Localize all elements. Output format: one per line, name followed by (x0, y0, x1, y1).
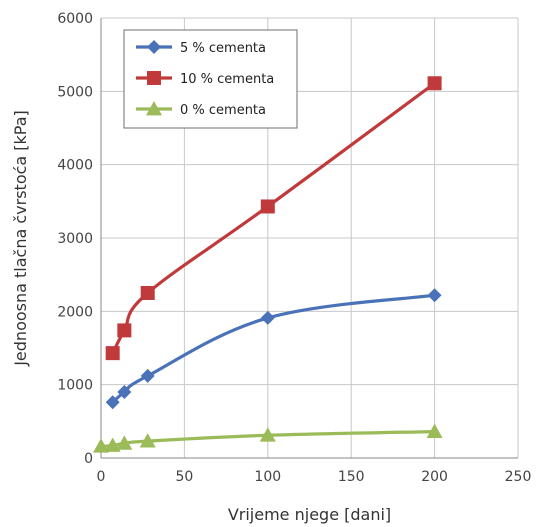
data-point (117, 323, 132, 338)
legend-item: 10 % cementa (136, 71, 274, 87)
data-point (139, 433, 156, 448)
y-tick-label: 6000 (57, 11, 93, 27)
legend-marker (147, 40, 161, 54)
legend-label: 10 % cementa (180, 72, 274, 87)
x-tick-label: 150 (338, 469, 365, 485)
data-point (117, 385, 132, 399)
data-point (116, 435, 133, 450)
data-point (140, 368, 155, 383)
legend: 5 % cementa 10 % cementa 0 % cementa (123, 29, 298, 129)
legend-item: 0 % cementa (136, 101, 266, 118)
y-tick-label: 1000 (57, 378, 93, 394)
x-tick-label: 50 (175, 469, 193, 485)
legend-marker (146, 101, 162, 116)
axes (100, 18, 518, 459)
data-point (140, 286, 155, 300)
y-tick-labels: 0 1000 2000 3000 4000 5000 6000 (57, 11, 93, 467)
series-3 (93, 423, 443, 453)
data-point (427, 288, 442, 303)
x-tick-label: 100 (254, 469, 281, 485)
legend-label: 0 % cementa (180, 103, 266, 118)
legend-marker (147, 71, 161, 85)
data-point (427, 76, 442, 91)
data-point (93, 438, 109, 453)
x-axis-label: Vrijeme njege [dani] (228, 505, 391, 524)
y-tick-label: 5000 (57, 84, 93, 100)
legend-label: 5 % cementa (180, 41, 266, 56)
series-1 (105, 288, 442, 410)
data-point (104, 437, 121, 452)
y-tick-label: 3000 (57, 231, 93, 247)
x-tick-labels: 0 50 100 150 200 250 (97, 469, 532, 485)
series-group (93, 76, 443, 453)
y-tick-label: 2000 (57, 304, 93, 320)
x-tick-label: 0 (97, 469, 106, 485)
data-point (105, 346, 120, 361)
series-2 (105, 76, 442, 361)
y-axis-label: Jednoosna tlačna čvrstoća [kPa] (11, 110, 30, 367)
y-tick-label: 4000 (57, 158, 93, 174)
data-point (260, 199, 275, 214)
x-tick-label: 200 (421, 469, 448, 485)
data-point (259, 427, 276, 442)
y-tick-label: 0 (84, 451, 93, 467)
data-point (260, 310, 275, 325)
data-point (105, 395, 120, 410)
data-point (426, 423, 443, 438)
x-tick-label: 250 (505, 469, 532, 485)
legend-item: 5 % cementa (136, 40, 266, 56)
